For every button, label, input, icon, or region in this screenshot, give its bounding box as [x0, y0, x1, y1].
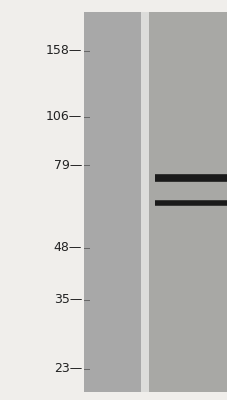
- Text: 158—: 158—: [45, 44, 82, 58]
- Bar: [0, 0, 84, 400]
- Text: 79—: 79—: [54, 159, 82, 172]
- Bar: [149, 12, 227, 392]
- Text: 106—: 106—: [46, 110, 82, 123]
- Bar: [84, 12, 141, 392]
- Text: 23—: 23—: [54, 362, 82, 376]
- Text: 48—: 48—: [54, 241, 82, 254]
- Bar: [141, 12, 149, 392]
- Text: 35—: 35—: [54, 293, 82, 306]
